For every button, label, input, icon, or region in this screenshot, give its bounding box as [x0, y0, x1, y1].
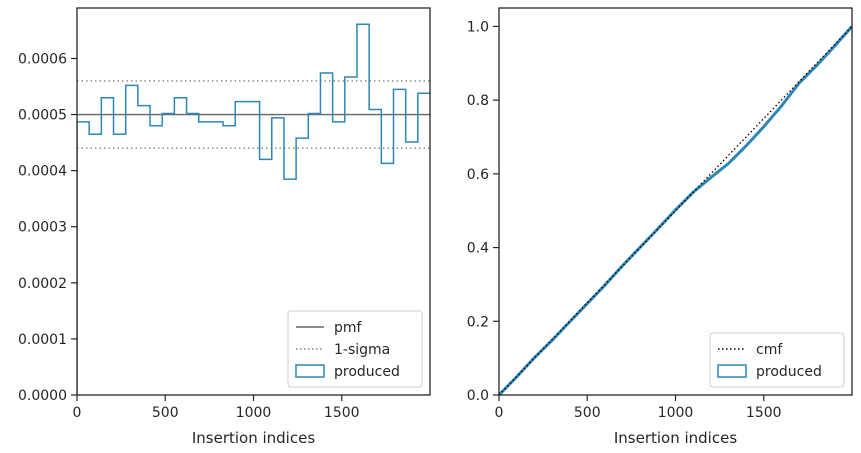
right-y-tick-label: 1.0 [467, 19, 489, 35]
left-y-tick-label: 0.0002 [18, 276, 67, 292]
right-y-tick-label: 0.0 [467, 388, 489, 404]
right-x-axis-label: Insertion indices [614, 429, 737, 447]
produced-histogram [77, 23, 430, 395]
cmf-line [499, 25, 852, 395]
chart-cumulative: 0 500 1000 1500 0.0 0.2 0.4 0.6 0.8 1.0 Insertion … [467, 7, 853, 447]
left-legend-label-pmf: pmf [334, 320, 363, 336]
right-legend-box [709, 332, 845, 388]
left-y-tick-label: 0.0006 [18, 51, 67, 67]
right-x-tick-label: 500 [574, 405, 601, 421]
left-frame [76, 7, 431, 396]
left-y-tick-label: 0.0004 [18, 164, 67, 180]
left-x-tick-label: 1000 [236, 405, 272, 421]
right-x-tick-label: 1000 [658, 405, 694, 421]
left-y-tick-label: 0.0005 [18, 108, 67, 124]
right-x-tick-label: 0 [495, 405, 504, 421]
left-x-tick-label: 500 [152, 405, 179, 421]
chart-insertion-histogram: 0 500 1000 1500 0.0000 0.0001 0.0002 0.0003 0.00… [18, 7, 431, 447]
left-legend-label-produced: produced [334, 364, 400, 380]
left-x-tick-label: 0 [73, 405, 82, 421]
left-legend-swatch-produced [295, 364, 325, 378]
right-y-tick-label: 0.2 [467, 314, 489, 330]
right-legend-label-cmf: cmf [756, 342, 783, 358]
left-legend-box [287, 310, 423, 388]
left-legend-label-1-sigma: 1-sigma [334, 342, 390, 358]
left-legend: pmf 1-sigma produced [287, 310, 423, 388]
right-legend-label-produced: produced [756, 364, 822, 380]
left-x-axis-label: Insertion indices [192, 429, 315, 447]
left-y-tick-label: 0.0003 [18, 220, 67, 236]
right-frame [498, 7, 853, 396]
left-x-tick-label: 1500 [324, 405, 360, 421]
right-x-tick-label: 1500 [746, 405, 782, 421]
left-y-tick-label: 0.0000 [18, 388, 67, 404]
right-legend: cmf produced [709, 332, 845, 388]
left-y-tick-label: 0.0001 [18, 332, 67, 348]
right-y-tick-label: 0.6 [467, 167, 489, 183]
right-y-tick-label: 0.8 [467, 93, 489, 109]
right-y-tick-label: 0.4 [467, 241, 489, 257]
right-legend-swatch-produced [717, 364, 747, 378]
